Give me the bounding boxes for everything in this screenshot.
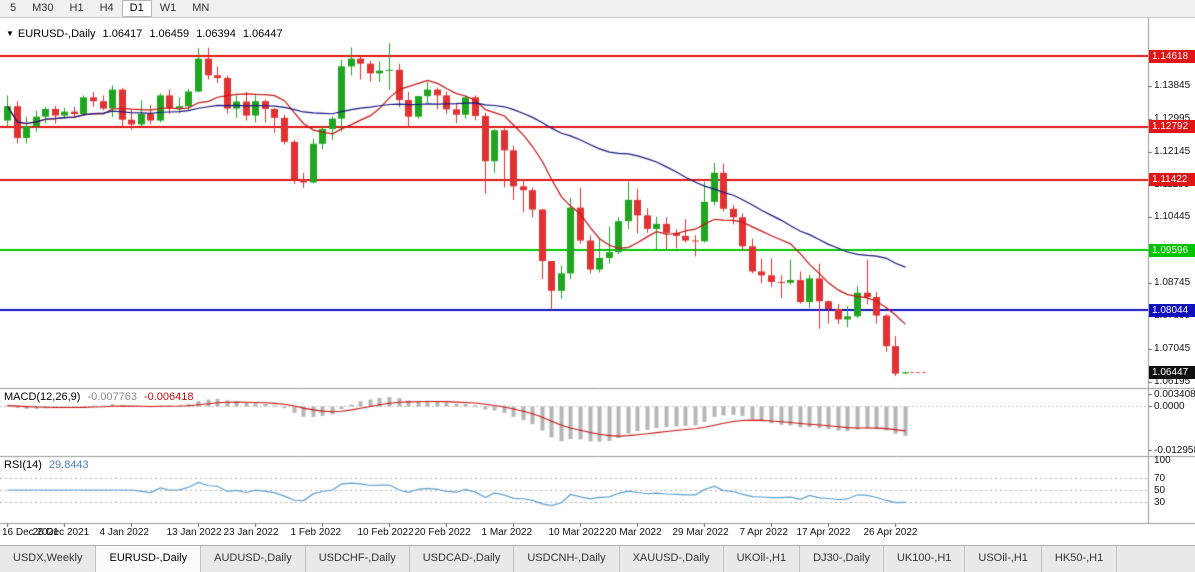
rsi-name: RSI(14)	[4, 459, 42, 471]
chart-tab-usdx-weekly[interactable]: USDX,Weekly	[0, 546, 97, 572]
chart-tabs-bar: USDX,Weekly EURUSD-,Daily AUDUSD-,Daily USD…	[0, 545, 1195, 572]
date-axis-label: 10 Feb 2022	[357, 527, 414, 538]
date-axis-label: 1 Mar 2022	[481, 527, 533, 538]
rsi-scale-label: 50	[1154, 485, 1166, 496]
date-axis-label: 7 Apr 2022	[739, 527, 788, 538]
price-line-badge: 1.14618	[1149, 49, 1195, 63]
price-line-badge: 1.11422	[1149, 173, 1195, 187]
price-axis-tick: 1.13845	[1154, 79, 1191, 91]
date-axis-label: 10 Mar 2022	[548, 527, 605, 538]
chart-tab-ukoil-h1[interactable]: UKOil-,H1	[723, 546, 801, 572]
quote-high: 1.06459	[149, 28, 190, 40]
price-axis-tick: 1.07045	[1154, 343, 1191, 355]
timeframe-button-d1[interactable]: D1	[121, 0, 152, 17]
timeframe-button-w1[interactable]: W1	[159, 2, 177, 14]
price-axis-tick: 1.06195	[1154, 375, 1191, 387]
timeframe-button-5[interactable]: 5	[10, 2, 17, 14]
chart-title: ▼ EURUSD-,Daily 1.06417 1.06459 1.06394 1.064…	[6, 28, 283, 40]
price-line-badge: 1.12792	[1149, 120, 1195, 134]
rsi-scale-label: 30	[1154, 497, 1166, 508]
chart-tab-eurusd-daily[interactable]: EURUSD-,Daily	[96, 546, 202, 572]
chart-tab-xauusd-daily[interactable]: XAUUSD-,Daily	[619, 546, 724, 572]
timeframe-button-m30[interactable]: M30	[32, 2, 54, 14]
date-axis-label: 29 Mar 2022	[672, 527, 729, 538]
chart-symbol-label: EURUSD-,Daily	[17, 28, 96, 40]
rsi-indicator-label: RSI(14) 29.8443	[4, 459, 89, 471]
macd-signal-value: -0.006418	[143, 391, 194, 403]
quote-open: 1.06417	[102, 28, 143, 40]
rsi-scale-label: 100	[1154, 455, 1171, 466]
chart-tab-hk50-h1[interactable]: HK50-,H1	[1041, 546, 1118, 572]
chart-tab-usoil-h1[interactable]: USOil-,H1	[965, 546, 1042, 572]
date-axis-label: 4 Jan 2022	[99, 527, 150, 538]
date-axis-label: 1 Feb 2022	[290, 527, 342, 538]
price-line-badge: 1.09596	[1149, 243, 1195, 257]
macd-scale-label: 0.0000	[1154, 400, 1185, 412]
collapse-icon[interactable]: ▼	[6, 29, 14, 38]
price-axis-tick: 1.10445	[1154, 211, 1191, 223]
macd-indicator-label: MACD(12,26,9) -0.007763 -0.006418	[4, 391, 194, 403]
chart-tab-dj30-daily[interactable]: DJ30-,Daily	[800, 546, 884, 572]
timeframe-toolbar: 5 M30 H1 H4 D1 W1 MN	[0, 0, 1195, 18]
timeframe-button-mn[interactable]: MN	[192, 2, 210, 14]
date-axis-label: 17 Apr 2022	[796, 527, 851, 538]
macd-name: MACD(12,26,9)	[4, 391, 81, 403]
date-axis-label: 13 Jan 2022	[166, 527, 222, 538]
macd-scale-label: -0.012958	[1154, 444, 1195, 456]
price-line-badge: 1.06447	[1149, 365, 1195, 379]
date-axis-label: 20 Mar 2022	[605, 527, 662, 538]
chart-tab-usdcnh-daily[interactable]: USDCNH-,Daily	[514, 546, 620, 572]
date-axis-label: 26 Apr 2022	[863, 527, 918, 538]
macd-value: -0.007763	[87, 391, 137, 403]
chart-tab-uk100-h1[interactable]: UK100-,H1	[883, 546, 966, 572]
price-axis-tick: 1.12145	[1154, 145, 1191, 157]
date-axis-label: 26 Dec 2021	[32, 527, 90, 538]
rsi-scale-label: 70	[1154, 473, 1166, 484]
quote-low: 1.06394	[196, 28, 236, 40]
chart-tab-usdchf-daily[interactable]: USDCHF-,Daily	[305, 546, 410, 572]
timeframe-button-h1[interactable]: H1	[69, 2, 84, 14]
chart-tab-usdcad-daily[interactable]: USDCAD-,Daily	[409, 546, 515, 572]
macd-scale-label: 0.003408	[1154, 389, 1195, 401]
timeframe-button-h4[interactable]: H4	[99, 2, 114, 14]
price-chart-canvas[interactable]	[0, 18, 1195, 545]
price-line-badge: 1.08044	[1149, 303, 1195, 317]
chart-tab-audusd-daily[interactable]: AUDUSD-,Daily	[201, 546, 306, 572]
date-axis-label: 20 Feb 2022	[414, 527, 471, 538]
chart-window: ▼ EURUSD-,Daily 1.06417 1.06459 1.06394 1.064…	[0, 18, 1195, 545]
price-axis-tick: 1.08745	[1154, 277, 1191, 289]
date-axis-label: 16 Dec 2021	[2, 527, 59, 538]
date-axis-label: 23 Jan 2022	[223, 527, 279, 538]
price-axis-tick: 1.12995	[1154, 112, 1191, 124]
quote-close: 1.06447	[242, 28, 283, 40]
rsi-value: 29.8443	[48, 459, 89, 471]
